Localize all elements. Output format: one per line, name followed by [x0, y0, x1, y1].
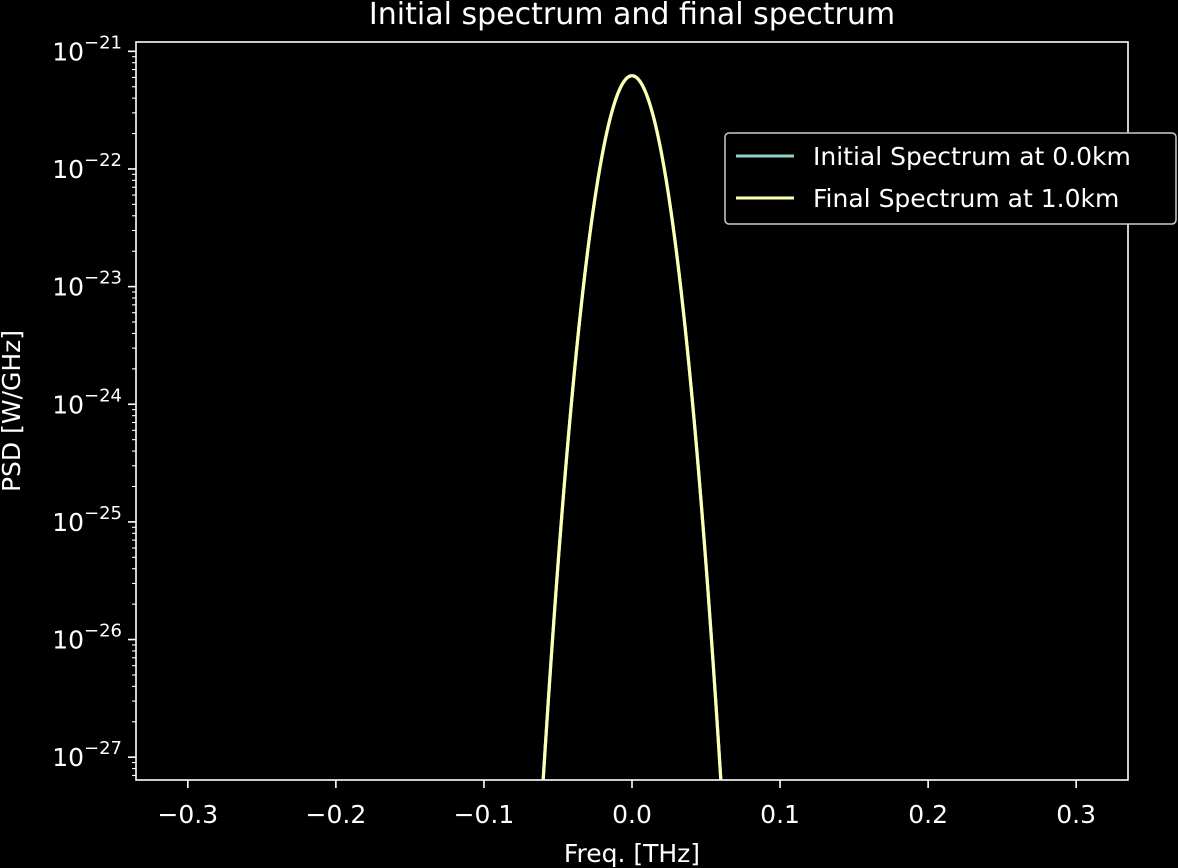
series-layer: [541, 74, 723, 780]
chart-title: Initial spectrum and final spectrum: [369, 0, 895, 32]
y-axis-label: PSD [W/GHz]: [0, 330, 26, 492]
legend-label-initial-spectrum: Initial Spectrum at 0.0km: [813, 142, 1131, 171]
y-tick-label-1: 10−22: [52, 150, 122, 184]
x-tick-label-3: 0.0: [612, 800, 652, 829]
x-tick-label-1: −0.2: [306, 800, 367, 829]
legend: Initial Spectrum at 0.0km Final Spectrum…: [724, 132, 1177, 225]
legend-box: [724, 132, 1177, 225]
y-tick-label-0: 10−21: [52, 32, 122, 66]
x-tick-label-6: 0.3: [1056, 800, 1096, 829]
x-tick-label-0: −0.3: [157, 800, 218, 829]
x-tick-label-2: −0.1: [454, 800, 515, 829]
y-tick-label-3: 10−24: [52, 385, 122, 419]
series-line-final-spectrum: [541, 74, 723, 780]
y-tick-label-5: 10−26: [52, 621, 122, 655]
y-axis: 10−21 10−22 10−23 10−24 10−25 10−26 10−27: [52, 32, 136, 776]
legend-label-final-spectrum: Final Spectrum at 1.0km: [813, 184, 1119, 213]
x-axis-label: Freq. [THz]: [564, 839, 700, 868]
y-tick-label-2: 10−23: [52, 268, 122, 302]
x-tick-label-4: 0.1: [760, 800, 800, 829]
x-tick-label-5: 0.2: [908, 800, 948, 829]
y-tick-label-6: 10−27: [52, 738, 122, 772]
y-tick-label-4: 10−25: [52, 503, 122, 537]
x-axis: −0.3 −0.2 −0.1 0.0 0.1 0.2 0.3: [157, 780, 1096, 829]
